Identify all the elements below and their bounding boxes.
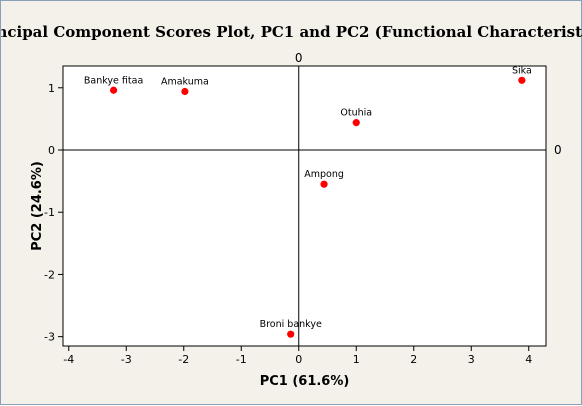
data-point — [320, 180, 328, 188]
x-tick-label: -1 — [236, 353, 247, 366]
reference-lines: 00 — [63, 51, 562, 346]
point-label: Ampong — [304, 169, 344, 180]
data-point — [110, 86, 118, 94]
x-tick-label: 0 — [295, 353, 302, 366]
y-tick-label: 0 — [48, 144, 55, 157]
y-tick-label: 1 — [48, 82, 55, 95]
horizontal-reference-label: 0 — [554, 143, 562, 157]
data-points: Bankye fitaa Amakuma Sika Otuhia Ampong Broni… — [84, 65, 532, 338]
point-label: Bankye fitaa — [84, 75, 143, 86]
point-label: Otuhia — [340, 108, 372, 119]
plot-area — [62, 65, 547, 347]
point-label: Amakuma — [161, 77, 209, 88]
x-tick-label: 2 — [410, 353, 417, 366]
point-label: Broni bankye — [260, 319, 322, 330]
data-point — [352, 119, 360, 127]
x-tick-label: 4 — [525, 353, 532, 366]
y-tick-label: -2 — [44, 268, 55, 281]
x-tick-label: -3 — [121, 353, 132, 366]
chart-title: Principal Component Scores Plot, PC1 and… — [1, 23, 582, 41]
y-axis-label: PC2 (24.6%) — [30, 161, 45, 251]
x-axis-ticks: -4 -3 -2 -1 0 1 2 3 4 — [63, 346, 532, 366]
point-label: Sika — [512, 65, 532, 76]
x-axis-label: PC1 (61.6%) — [260, 374, 350, 389]
x-tick-label: 3 — [468, 353, 475, 366]
x-tick-label: -2 — [178, 353, 189, 366]
x-tick-label: -4 — [63, 353, 74, 366]
y-axis-ticks: -3 -2 -1 0 1 — [44, 82, 63, 344]
y-tick-label: -1 — [44, 206, 55, 219]
data-point — [287, 330, 295, 338]
x-tick-label: 1 — [353, 353, 360, 366]
y-tick-label: -3 — [44, 331, 55, 344]
data-point — [181, 87, 189, 96]
vertical-reference-label: 0 — [295, 51, 303, 65]
data-point — [518, 76, 526, 84]
